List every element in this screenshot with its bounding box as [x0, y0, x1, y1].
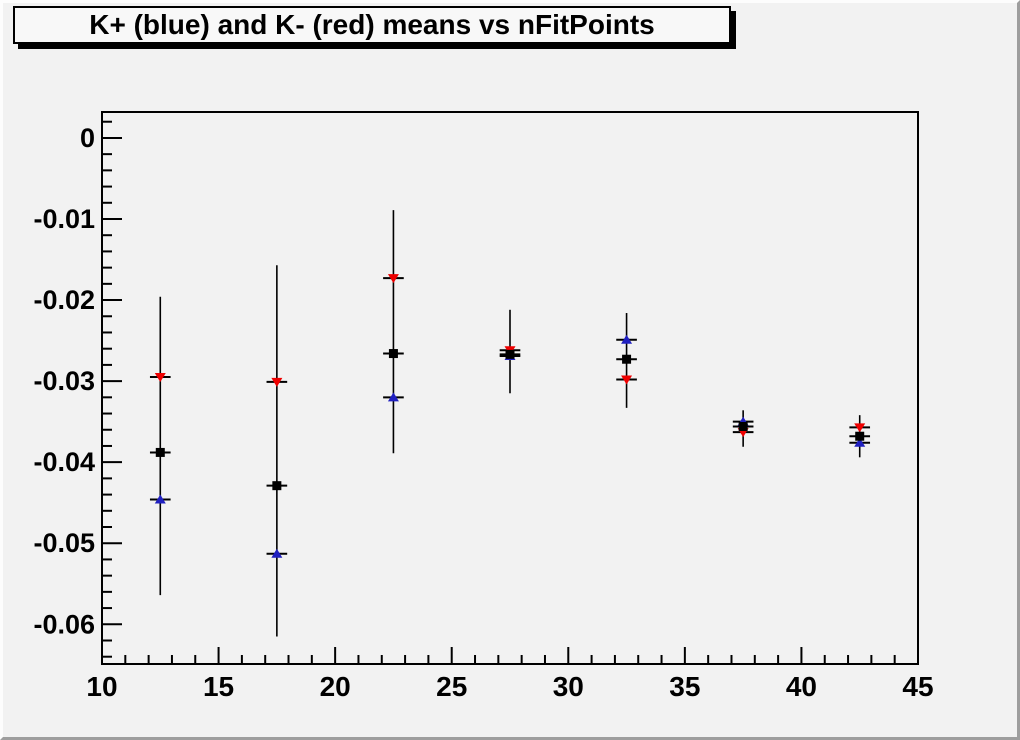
marker-triangle-up	[854, 437, 866, 447]
x-tick-label: 15	[203, 671, 234, 702]
marker-square	[505, 349, 515, 359]
marker-triangle-up	[154, 494, 166, 504]
marker-triangle-down	[854, 423, 866, 433]
y-tick-label: -0.04	[33, 447, 95, 477]
marker-square	[272, 481, 282, 491]
x-tick-label: 25	[436, 671, 467, 702]
plot-frame	[101, 111, 919, 665]
x-tick-label: 40	[786, 671, 817, 702]
marker-triangle-up	[271, 548, 283, 558]
marker-square	[738, 422, 748, 432]
marker-triangle-up	[387, 392, 399, 402]
marker-triangle-up	[621, 334, 633, 344]
page-title: K+ (blue) and K- (red) means vs nFitPoin…	[89, 9, 655, 40]
y-tick-label: -0.06	[33, 609, 95, 639]
title-box: K+ (blue) and K- (red) means vs nFitPoin…	[13, 6, 731, 44]
marker-square	[155, 447, 165, 457]
y-tick-label: -0.01	[33, 204, 95, 234]
marker-square	[855, 431, 865, 441]
y-tick-label: 0	[80, 123, 95, 153]
x-tick-label: 10	[86, 671, 117, 702]
marker-square	[388, 349, 398, 359]
y-tick-label: -0.02	[33, 285, 95, 315]
x-tick-label: 30	[553, 671, 584, 702]
x-tick-label: 20	[320, 671, 351, 702]
x-tick-label: 35	[669, 671, 700, 702]
marker-triangle-down	[387, 274, 399, 284]
x-tick-label: 45	[902, 671, 933, 702]
y-tick-label: -0.03	[33, 366, 95, 396]
marker-triangle-down	[621, 375, 633, 385]
marker-triangle-down	[271, 377, 283, 387]
marker-square	[622, 354, 632, 364]
plot-area: 10 15 20 25 30 35 40 45 0 -0.01 -0.02 -0.03 -0.04 -0.…	[33, 111, 934, 702]
marker-triangle-down	[154, 373, 166, 383]
y-tick-label: -0.05	[33, 528, 95, 558]
